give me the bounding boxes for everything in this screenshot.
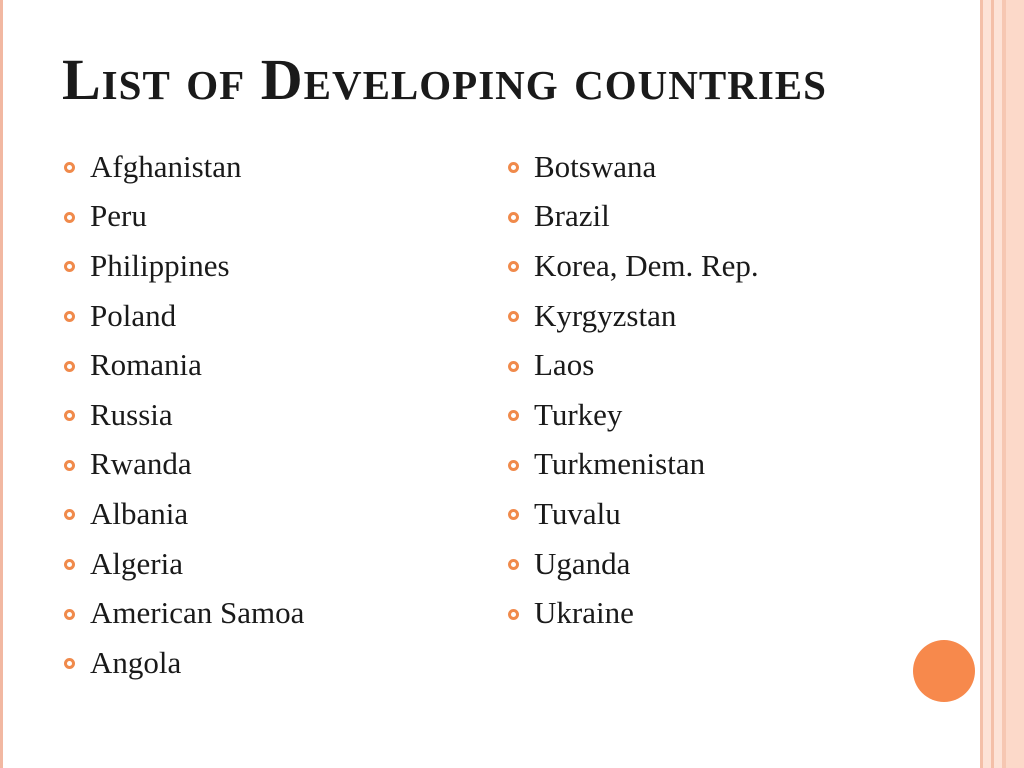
list-item: Tuvalu xyxy=(508,489,759,539)
list-item: Turkey xyxy=(508,390,759,440)
list-item: American Samoa xyxy=(64,588,304,638)
country-label: Laos xyxy=(534,347,595,383)
list-item: Laos xyxy=(508,340,759,390)
list-item: Ukraine xyxy=(508,588,759,638)
list-item: Romania xyxy=(64,340,304,390)
list-item: Angola xyxy=(64,638,304,688)
bullet-icon xyxy=(64,162,75,174)
slide-title: List of Developing countries xyxy=(62,47,827,112)
country-label: Tuvalu xyxy=(534,495,621,531)
list-item: Rwanda xyxy=(64,440,304,490)
list-item: Afghanistan xyxy=(64,142,304,192)
bullet-icon xyxy=(64,559,75,571)
country-label: American Samoa xyxy=(90,595,305,631)
bullet-icon xyxy=(508,261,519,273)
bullet-icon xyxy=(64,211,75,223)
country-label: Romania xyxy=(90,347,202,383)
bullet-icon xyxy=(508,608,519,620)
bullet-icon xyxy=(64,509,75,521)
bullet-icon xyxy=(508,410,519,422)
left-country-list: Afghanistan Peru Philippines Poland Roma… xyxy=(64,142,304,688)
country-label: Kyrgyzstan xyxy=(534,297,677,333)
bullet-icon xyxy=(64,261,75,273)
list-item: Russia xyxy=(64,390,304,440)
country-label: Uganda xyxy=(534,545,631,581)
bullet-icon xyxy=(64,608,75,620)
country-label: Korea, Dem. Rep. xyxy=(534,247,759,283)
left-border-decoration xyxy=(0,0,3,768)
list-item: Poland xyxy=(64,291,304,341)
right-border-decoration xyxy=(980,0,1024,768)
country-label: Botswana xyxy=(534,148,657,184)
bullet-icon xyxy=(508,311,519,323)
right-country-list: Botswana Brazil Korea, Dem. Rep. Kyrgyzs… xyxy=(508,142,759,638)
country-label: Peru xyxy=(90,198,147,234)
country-label: Brazil xyxy=(534,198,610,234)
country-label: Turkmenistan xyxy=(534,446,706,482)
bullet-icon xyxy=(508,559,519,571)
bullet-icon xyxy=(64,658,75,670)
bullet-icon xyxy=(508,211,519,223)
list-item: Philippines xyxy=(64,241,304,291)
bullet-icon xyxy=(508,162,519,174)
list-item: Peru xyxy=(64,192,304,242)
country-label: Algeria xyxy=(90,545,183,581)
country-label: Afghanistan xyxy=(90,148,242,184)
list-item: Uganda xyxy=(508,539,759,589)
bullet-icon xyxy=(64,459,75,471)
bullet-icon xyxy=(64,360,75,372)
country-label: Russia xyxy=(90,396,173,432)
list-item: Korea, Dem. Rep. xyxy=(508,241,759,291)
country-label: Poland xyxy=(90,297,177,333)
list-item: Kyrgyzstan xyxy=(508,291,759,341)
country-label: Angola xyxy=(90,644,182,680)
country-label: Ukraine xyxy=(534,595,634,631)
list-item: Brazil xyxy=(508,192,759,242)
bullet-icon xyxy=(508,509,519,521)
list-item: Botswana xyxy=(508,142,759,192)
country-label: Turkey xyxy=(534,396,623,432)
bullet-icon xyxy=(508,459,519,471)
country-label: Rwanda xyxy=(90,446,192,482)
country-label: Philippines xyxy=(90,247,230,283)
bullet-icon xyxy=(508,360,519,372)
bullet-icon xyxy=(64,410,75,422)
bullet-icon xyxy=(64,311,75,323)
list-item: Albania xyxy=(64,489,304,539)
decorative-circle xyxy=(913,640,975,702)
list-item: Turkmenistan xyxy=(508,440,759,490)
list-item: Algeria xyxy=(64,539,304,589)
country-label: Albania xyxy=(90,495,189,531)
